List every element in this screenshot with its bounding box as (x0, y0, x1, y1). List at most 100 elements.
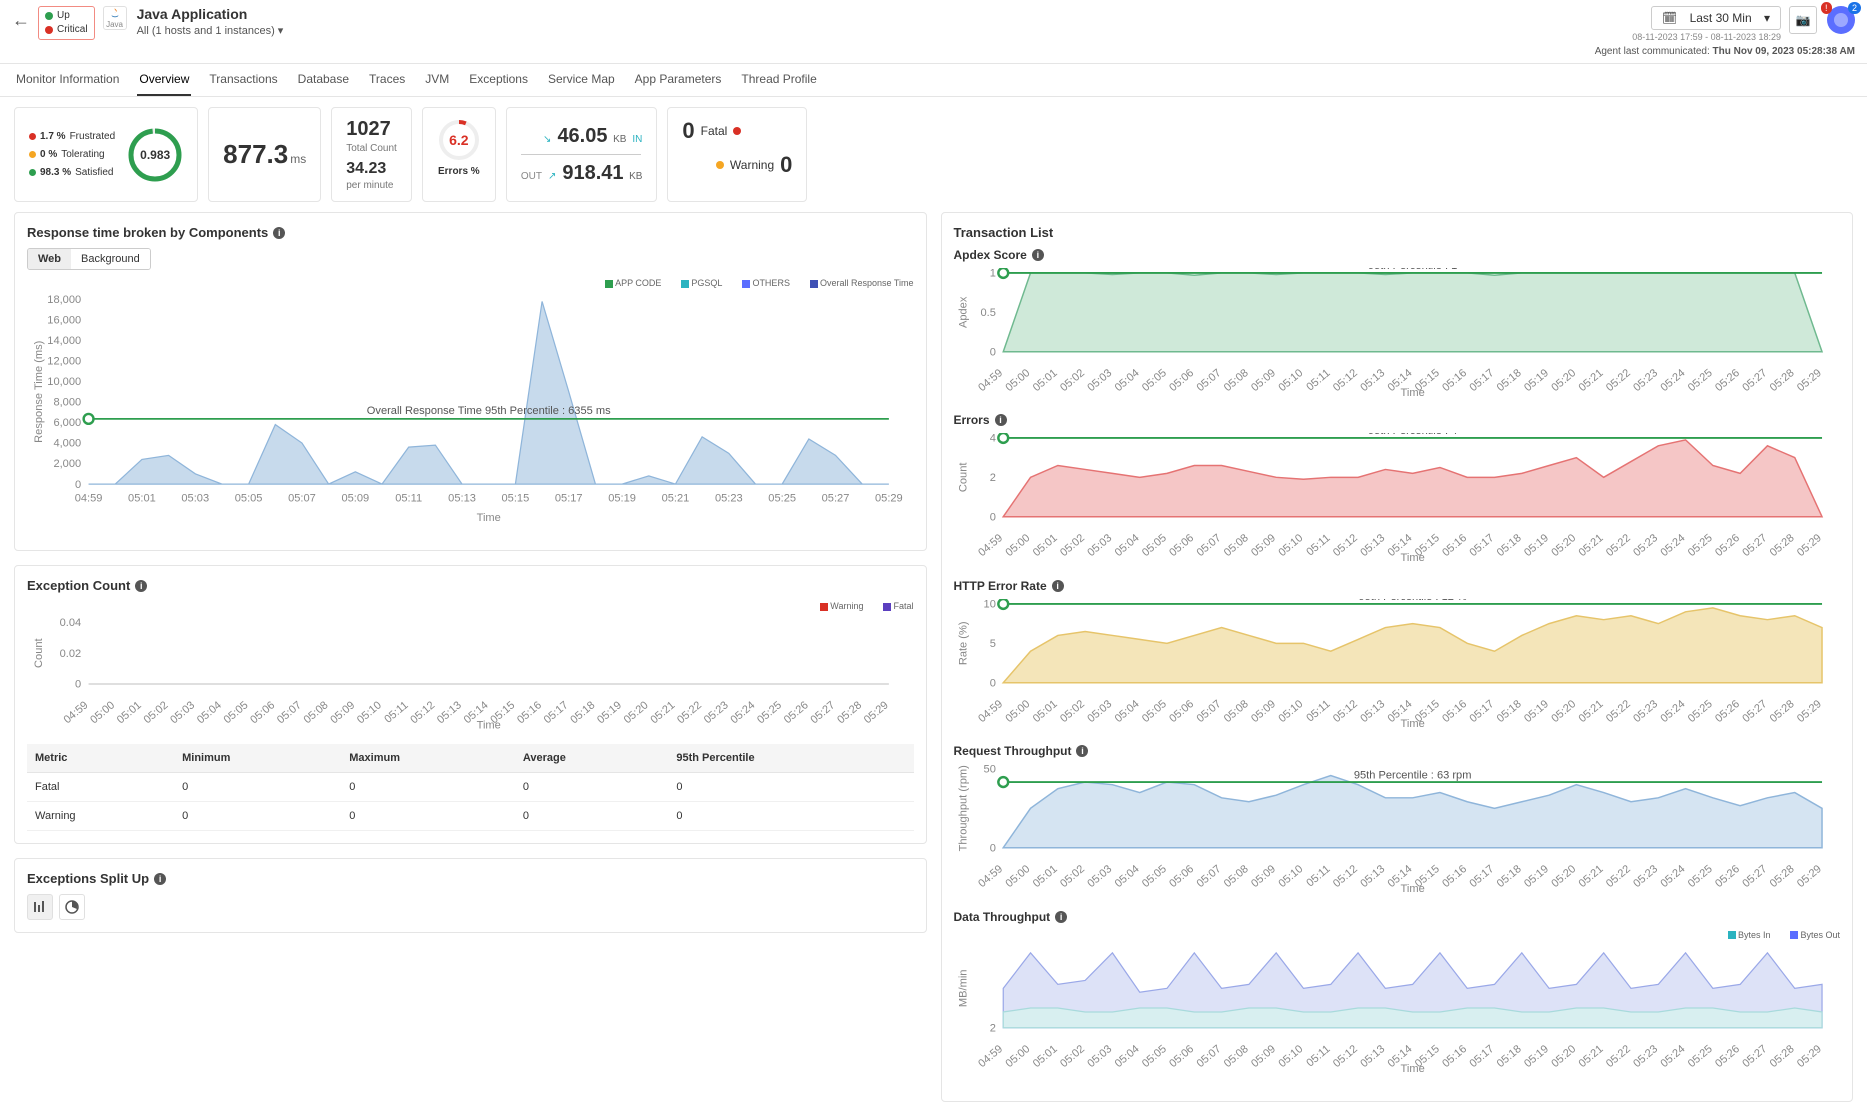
status-up-label: Up (57, 9, 70, 23)
info-icon[interactable]: i (995, 414, 1007, 426)
kpi-throughput: ↘ 46.05 KB IN OUT ↗ 918.41 KB (506, 107, 658, 202)
svg-text:05:22: 05:22 (1603, 863, 1632, 890)
status-badge-box: Up Critical (38, 6, 95, 40)
info-icon[interactable]: i (1032, 249, 1044, 261)
svg-text:05:06: 05:06 (1167, 532, 1196, 559)
svg-text:05:10: 05:10 (1276, 367, 1305, 394)
svg-text:05:08: 05:08 (1221, 863, 1250, 890)
back-button[interactable]: ← (12, 6, 38, 31)
view-pie-button[interactable] (59, 894, 85, 920)
kpi-apdex: 1.7 % Frustrated 0 % Tolerating 98.3 % S… (14, 107, 198, 202)
panel-transaction-list: Transaction List Apdex Scorei00.51Apdex9… (941, 212, 1854, 1102)
app-title: Java Application (137, 6, 284, 22)
svg-text:05:01: 05:01 (115, 699, 144, 726)
svg-text:05:22: 05:22 (1603, 698, 1632, 725)
tab-exceptions[interactable]: Exceptions (467, 64, 530, 96)
info-icon[interactable]: i (1055, 911, 1067, 923)
svg-text:05:03: 05:03 (181, 492, 209, 504)
time-range-picker[interactable]: 🗓 Last 30 Min ▾ (1651, 6, 1781, 30)
svg-text:05:00: 05:00 (1003, 863, 1032, 890)
svg-text:05:25: 05:25 (1685, 367, 1714, 394)
tab-app-parameters[interactable]: App Parameters (633, 64, 724, 96)
tab-thread-profile[interactable]: Thread Profile (739, 64, 818, 96)
svg-text:05:29: 05:29 (875, 492, 903, 504)
svg-text:05:24: 05:24 (1658, 1043, 1687, 1070)
kpi-errors: 6.2 Errors % (422, 107, 496, 202)
info-icon[interactable]: i (273, 227, 285, 239)
svg-text:05:25: 05:25 (1685, 532, 1714, 559)
host-selector-dropdown[interactable]: All (1 hosts and 1 instances) ▾ (137, 24, 284, 37)
svg-text:05:17: 05:17 (1467, 698, 1496, 725)
calendar-icon: 🗓 (1662, 11, 1677, 25)
svg-text:05:02: 05:02 (1058, 1043, 1087, 1070)
mini-chart-req_thr: Request Throughputi050Throughput (rpm)95… (954, 744, 1841, 899)
svg-text:05:12: 05:12 (1331, 367, 1360, 394)
svg-text:05:07: 05:07 (288, 492, 316, 504)
svg-text:05:07: 05:07 (1194, 698, 1223, 725)
svg-text:05:23: 05:23 (1631, 698, 1660, 725)
tab-database[interactable]: Database (296, 64, 351, 96)
svg-text:05:19: 05:19 (1522, 532, 1551, 559)
svg-text:05:27: 05:27 (1740, 698, 1769, 725)
svg-text:Time: Time (477, 720, 501, 732)
svg-text:05:09: 05:09 (1249, 863, 1278, 890)
svg-text:05:11: 05:11 (1304, 698, 1332, 724)
svg-text:05:28: 05:28 (1767, 532, 1796, 559)
tab-service-map[interactable]: Service Map (546, 64, 617, 96)
svg-text:05:03: 05:03 (1085, 367, 1114, 394)
svg-text:05:28: 05:28 (835, 699, 864, 726)
svg-text:05:23: 05:23 (1631, 863, 1660, 890)
resp-comp-legend: APP CODEPGSQLOTHERSOverall Response Time (27, 278, 914, 288)
info-icon[interactable]: i (1076, 745, 1088, 757)
snapshot-button[interactable]: 📷 (1789, 6, 1817, 34)
svg-text:05:20: 05:20 (1549, 367, 1578, 394)
svg-text:0: 0 (989, 843, 995, 855)
svg-text:05:04: 05:04 (195, 699, 224, 726)
user-avatar[interactable]: ! 2 (1827, 6, 1855, 34)
rc-tab-web[interactable]: Web (28, 249, 71, 269)
dot-tolerating (29, 151, 36, 158)
svg-text:05:12: 05:12 (1331, 863, 1360, 890)
info-icon[interactable]: i (154, 873, 166, 885)
tab-jvm[interactable]: JVM (423, 64, 451, 96)
svg-text:05:04: 05:04 (1112, 863, 1141, 890)
svg-text:04:59: 04:59 (976, 863, 1005, 890)
svg-text:05:08: 05:08 (1221, 532, 1250, 559)
svg-text:Time: Time (1400, 718, 1424, 730)
svg-text:05:21: 05:21 (662, 492, 690, 504)
rc-tab-background[interactable]: Background (71, 249, 150, 269)
svg-text:04:59: 04:59 (976, 1043, 1005, 1070)
kpi-row: 1.7 % Frustrated 0 % Tolerating 98.3 % S… (0, 97, 1867, 212)
svg-text:05:23: 05:23 (715, 492, 743, 504)
view-bar-button[interactable] (27, 894, 53, 920)
svg-text:05:02: 05:02 (142, 699, 171, 726)
tab-overview[interactable]: Overview (137, 64, 191, 96)
dot-satisfied (29, 169, 36, 176)
svg-text:05:25: 05:25 (768, 492, 796, 504)
svg-text:1: 1 (989, 268, 995, 280)
svg-text:05:13: 05:13 (435, 699, 464, 726)
info-icon[interactable]: i (1052, 580, 1064, 592)
info-icon[interactable]: i (135, 580, 147, 592)
header-right: 🗓 Last 30 Min ▾ 08-11-2023 17:59 - 08-11… (1595, 6, 1855, 57)
svg-text:Overall Response Time 95th Per: Overall Response Time 95th Percentile : … (367, 405, 611, 417)
svg-text:05:01: 05:01 (1030, 532, 1059, 559)
svg-text:05:29: 05:29 (1795, 698, 1824, 725)
svg-text:05:24: 05:24 (1658, 367, 1687, 394)
resp-comp-chart: 02,0004,0006,0008,00010,00012,00014,0001… (27, 292, 914, 538)
svg-text:2: 2 (989, 1022, 995, 1034)
tab-traces[interactable]: Traces (367, 64, 407, 96)
svg-text:0: 0 (989, 677, 995, 689)
svg-text:05:00: 05:00 (1003, 698, 1032, 725)
panel-response-components: Response time broken by Componentsi WebB… (14, 212, 927, 551)
dot-fatal (733, 127, 741, 135)
table-row: Warning0000 (27, 802, 914, 831)
svg-text:05:15: 05:15 (502, 492, 530, 504)
tab-monitor-information[interactable]: Monitor Information (14, 64, 121, 96)
svg-text:05:23: 05:23 (702, 699, 731, 726)
svg-text:05:26: 05:26 (1713, 1043, 1742, 1070)
svg-text:05:16: 05:16 (515, 699, 544, 726)
svg-text:05:21: 05:21 (648, 699, 677, 726)
svg-text:05:08: 05:08 (302, 699, 331, 726)
tab-transactions[interactable]: Transactions (207, 64, 279, 96)
